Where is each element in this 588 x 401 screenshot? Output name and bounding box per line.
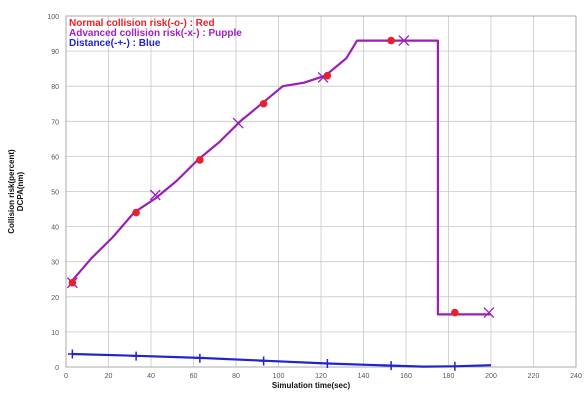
- data-point: [131, 351, 141, 361]
- y-tick-label: 100: [47, 14, 59, 21]
- tick-labels: 0 20 40 60 80 100 120 140 160 180 200 220 240 0 10 20 30…: [47, 14, 582, 380]
- y-tick-label: 40: [51, 225, 59, 232]
- data-point: [132, 208, 140, 217]
- y-tick-label: 80: [51, 84, 59, 91]
- x-tick-label: 200: [485, 373, 497, 380]
- data-point: [386, 361, 396, 371]
- x-tick-label: 220: [528, 373, 540, 380]
- y-tick-label: 30: [51, 260, 59, 267]
- y-tick-label: 10: [51, 330, 59, 337]
- x-tick-label: 40: [147, 373, 155, 380]
- data-point: [322, 358, 332, 368]
- x-tick-label: 100: [273, 373, 285, 380]
- plot-frame: [65, 15, 577, 368]
- data-point: [195, 353, 205, 363]
- y-tick-label: 0: [55, 365, 59, 372]
- data-point: [387, 36, 395, 45]
- legend-entry: Normal collision risk(-o-) : Red: [69, 18, 215, 29]
- y-tick-label: 20: [51, 295, 59, 302]
- legend-entry: Distance(-+-) : Blue: [69, 38, 161, 49]
- grid-lines: [65, 15, 577, 368]
- series-+: [67, 349, 492, 371]
- x-tick-label: 60: [190, 373, 198, 380]
- y-tick-label: 60: [51, 154, 59, 161]
- x-tick-label: 80: [232, 373, 240, 380]
- data-point: [68, 278, 77, 287]
- series-o: [68, 36, 459, 317]
- data-point: [259, 99, 268, 108]
- data-point: [483, 307, 495, 319]
- x-tick-label: 180: [443, 373, 455, 380]
- series-line: [69, 39, 491, 316]
- legend: Normal collision risk(-o-) : RedAdvanced…: [69, 18, 242, 49]
- x-tick-label: 140: [358, 373, 370, 380]
- data-point: [398, 35, 410, 47]
- data-point: [450, 361, 460, 371]
- x-tick-label: 20: [105, 373, 113, 380]
- axis-titles: Simulation time(sec) Collision risk(perce…: [7, 149, 350, 390]
- x-tick-label: 120: [315, 373, 327, 380]
- data-point: [67, 349, 77, 359]
- data-series: [66, 35, 495, 371]
- data-point: [149, 189, 161, 201]
- y-tick-label: 70: [51, 119, 59, 126]
- series-x: [66, 35, 495, 319]
- data-point: [196, 156, 204, 164]
- y-axis-title: DCPA(nm): [16, 171, 25, 211]
- data-point: [232, 117, 244, 129]
- y-tick-label: 90: [51, 49, 59, 56]
- data-point: [259, 356, 269, 366]
- y-tick-label: 50: [51, 190, 59, 197]
- x-axis-title: Simulation time(sec): [272, 381, 351, 390]
- data-point: [323, 71, 332, 80]
- legend-entry: Advanced collision risk(-x-) : Pupple: [69, 28, 242, 39]
- y-axis-title: Collision risk(percent): [7, 149, 16, 234]
- x-tick-label: 0: [64, 373, 68, 380]
- x-tick-label: 240: [570, 373, 582, 380]
- data-point: [451, 308, 459, 317]
- x-tick-label: 160: [400, 373, 412, 380]
